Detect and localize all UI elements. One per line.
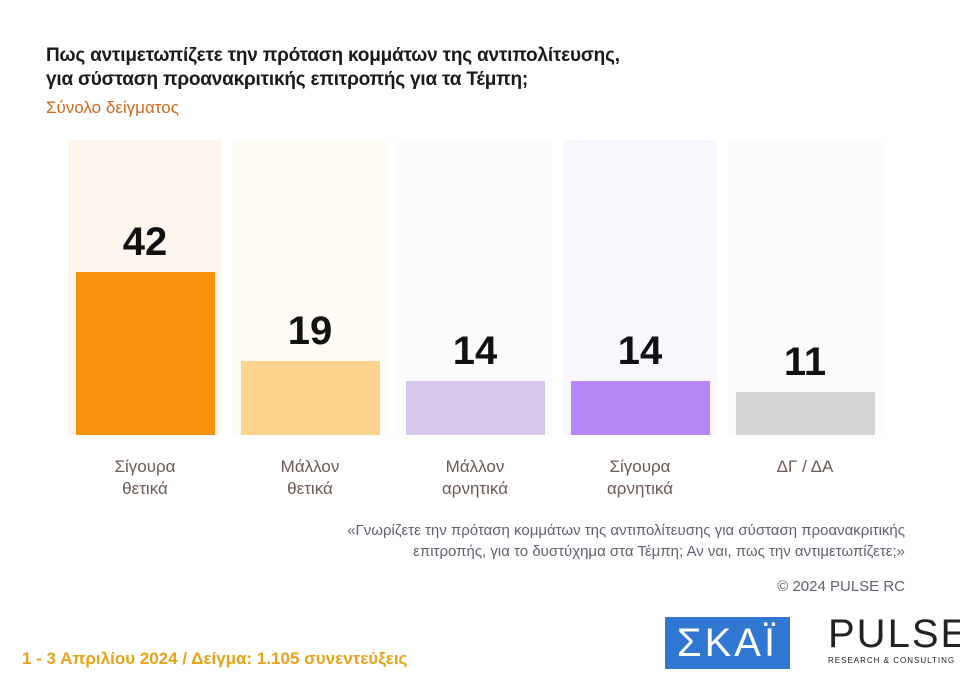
question-note: «Γνωρίζετε την πρόταση κομμάτων της αντι…: [347, 522, 905, 560]
logo-skai: ΣΚΑΪ: [665, 617, 790, 669]
category-label: Μάλλον αρνητικά: [441, 457, 509, 498]
value-label: 11: [783, 340, 827, 385]
value-label: 14: [452, 328, 498, 373]
bar: [571, 380, 710, 435]
copyright: © 2024 PULSE RC: [777, 578, 905, 595]
value-label: 14: [617, 328, 663, 373]
category-label: Σίγουρα αρνητικά: [606, 457, 674, 498]
bar: [76, 272, 215, 435]
category-label: Μάλλον θετικά: [280, 457, 340, 498]
logo-pulse-sub: RESEARCH & CONSULTING: [828, 656, 956, 665]
bar: [736, 392, 875, 435]
value-label: 42: [122, 220, 168, 265]
category-label: Σίγουρα θετικά: [114, 457, 176, 498]
logo-pulse: PULSE: [828, 612, 960, 656]
column-background: [728, 140, 882, 435]
chart-title: Πως αντιμετωπίζετε την πρόταση κομμάτων …: [46, 45, 620, 90]
chart-subtitle: Σύνολο δείγματος: [46, 98, 179, 117]
category-label: ΔΓ / ΔΑ: [776, 457, 834, 476]
footer: 1 - 3 Απριλίου 2024 / Δείγμα: 1.105 συνε…: [22, 649, 408, 668]
value-label: 19: [287, 309, 333, 354]
bar: [241, 361, 380, 435]
bar: [406, 380, 545, 435]
